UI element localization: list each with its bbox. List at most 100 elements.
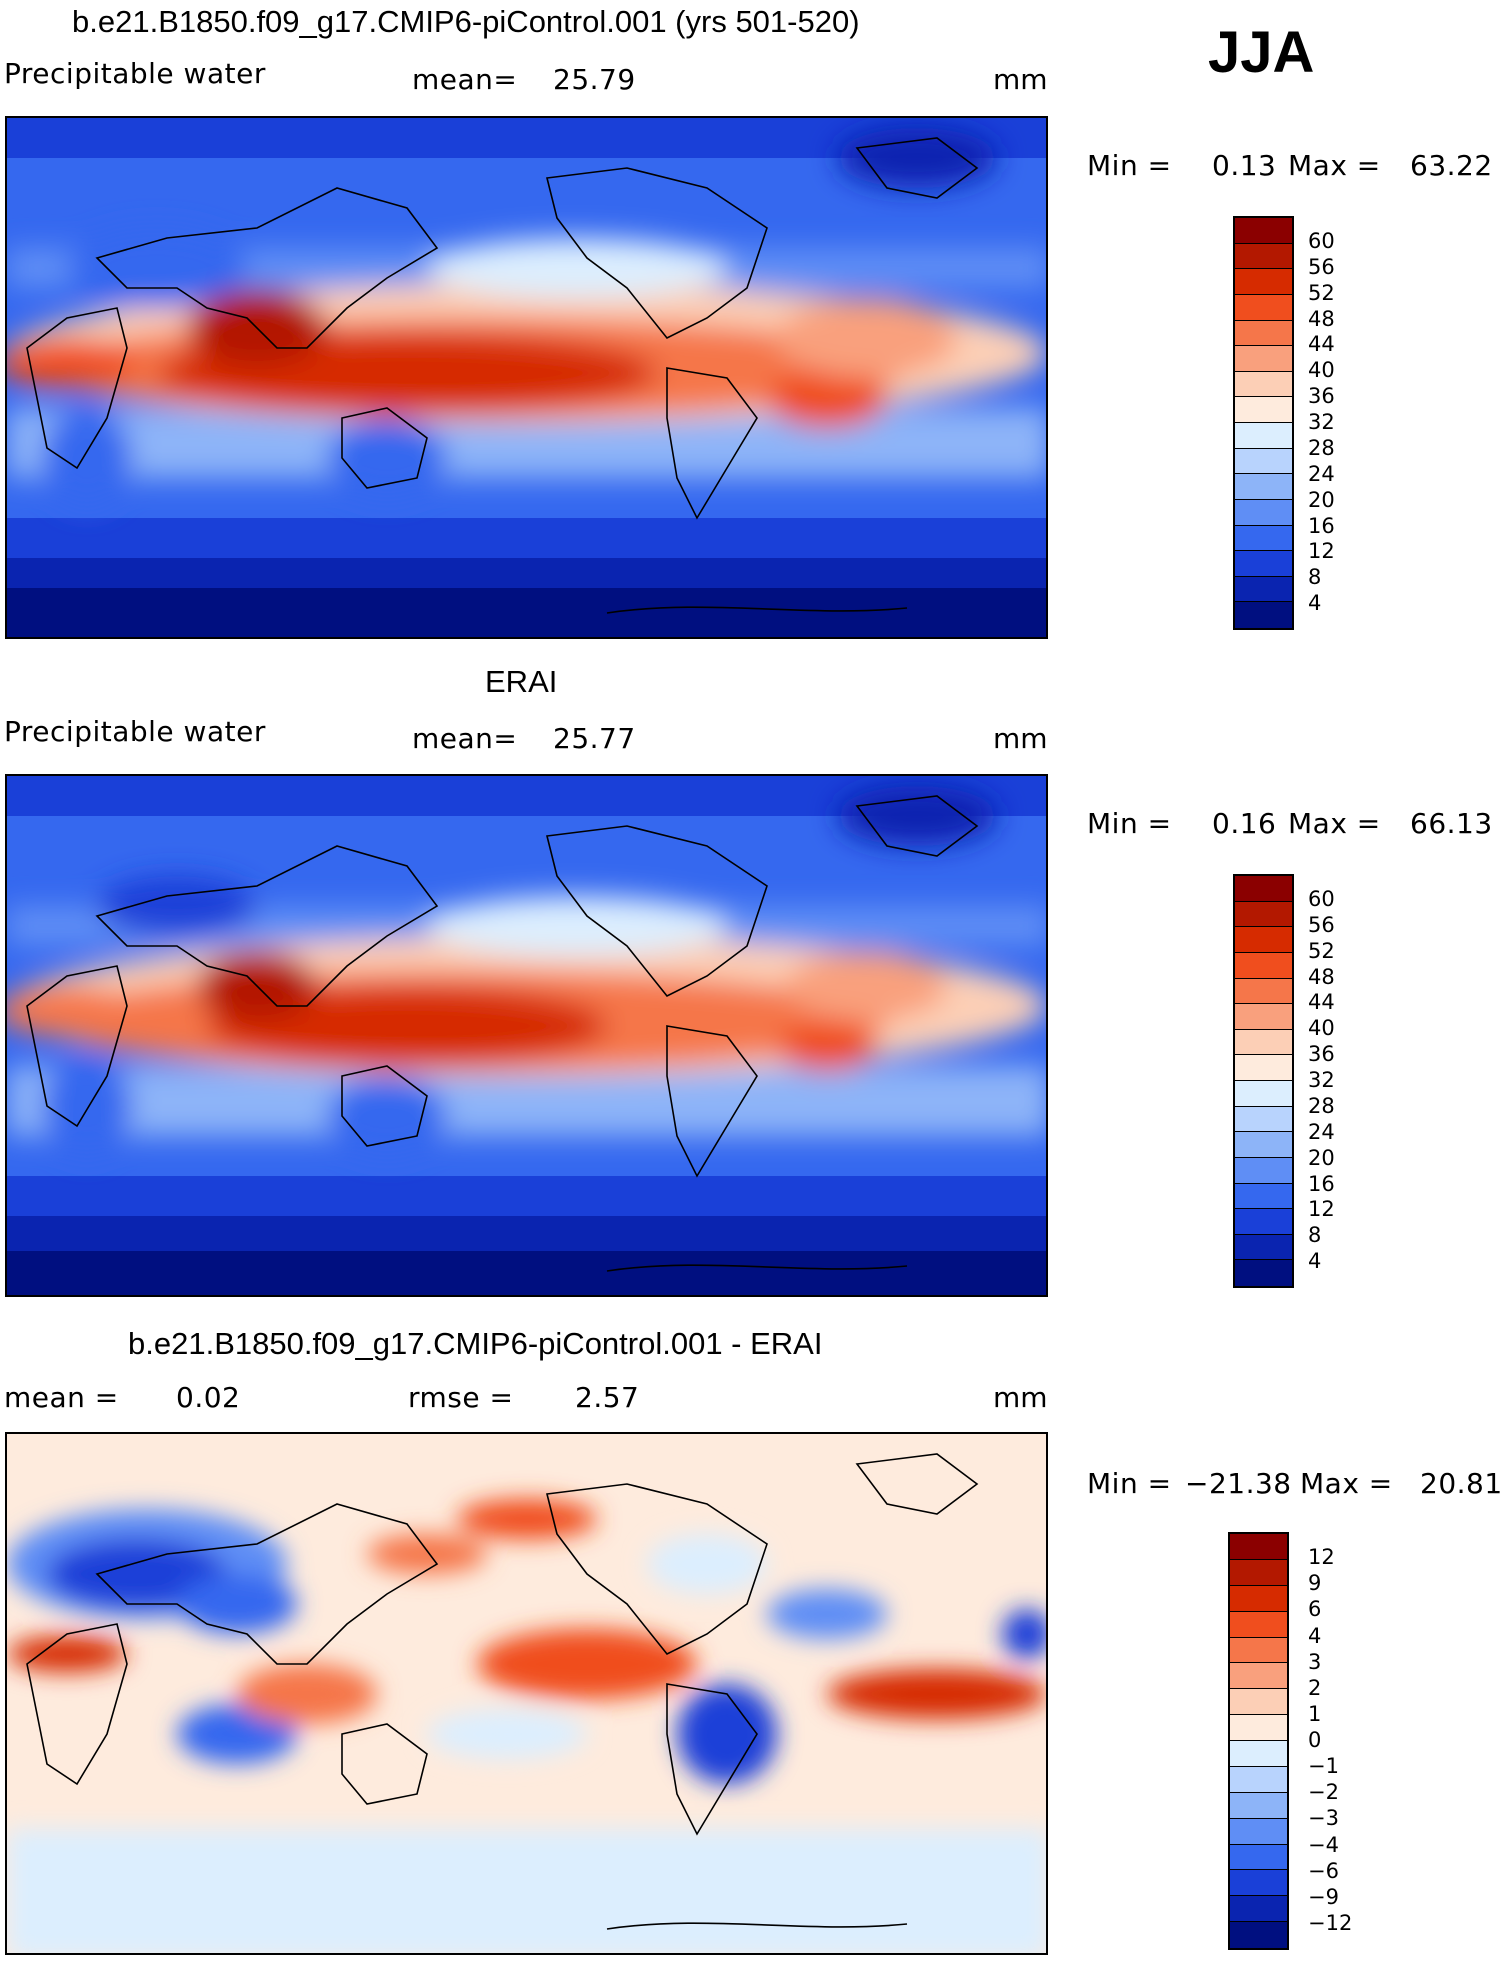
colorbar-swatch	[1235, 371, 1292, 398]
colorbar-swatch	[1230, 1715, 1287, 1741]
colorbar-tick-label: 12	[1308, 539, 1335, 564]
colorbar-swatch	[1230, 1922, 1287, 1948]
panel-2-max-value: 66.13	[1410, 807, 1493, 840]
colorbar-tick-label: 44	[1308, 332, 1335, 357]
colorbar-tick-label: −4	[1308, 1832, 1339, 1857]
panel-2-mean-label: mean=	[412, 722, 518, 755]
colorbar-swatch	[1230, 1870, 1287, 1897]
colorbar-tick-label: 52	[1308, 280, 1335, 305]
colorbar-swatch	[1235, 551, 1292, 577]
colorbar-swatch	[1235, 320, 1292, 347]
panel-3-title: b.e21.B1850.f09_g17.CMIP6-piControl.001 …	[128, 1326, 823, 1361]
colorbar-tick-label: −12	[1308, 1910, 1353, 1935]
colorbar-swatch	[1235, 474, 1292, 500]
colorbar-tick-label: 52	[1308, 938, 1335, 963]
panel-3-mean-value: 0.02	[176, 1381, 241, 1414]
colorbar-tick-label: 12	[1308, 1545, 1335, 1570]
panel-3-coastlines	[26, 1453, 979, 1930]
colorbar-swatch	[1235, 1132, 1292, 1158]
colorbar-tick-label: 6	[1308, 1597, 1322, 1622]
colorbar-tick-label: 56	[1308, 912, 1335, 937]
colorbar-swatch	[1235, 218, 1292, 244]
colorbar-tick-label: 40	[1308, 1016, 1335, 1041]
colorbar-tick-label: 20	[1308, 487, 1335, 512]
colorbar-tick-label: 8	[1308, 1223, 1322, 1248]
colorbar-swatch	[1235, 901, 1292, 928]
panel-2-title: ERAI	[485, 664, 558, 699]
panel-3-min-label: Min =	[1087, 1467, 1172, 1500]
panel-1-mean-label: mean=	[412, 63, 518, 96]
colorbar-tick-label: 4	[1308, 591, 1322, 616]
panel-3-units: mm	[993, 1381, 1048, 1414]
colorbar-tick-label: 60	[1308, 886, 1335, 911]
colorbar-swatch	[1230, 1792, 1287, 1819]
colorbar-swatch	[1235, 397, 1292, 423]
colorbar-tick-label: 32	[1308, 410, 1335, 434]
panel-2-max-label: Max =	[1288, 807, 1381, 840]
panel-1-units: mm	[993, 63, 1048, 96]
colorbar-swatch	[1235, 1209, 1292, 1235]
colorbar-swatch	[1230, 1534, 1287, 1560]
colorbar-tick-label: 2	[1308, 1675, 1322, 1700]
colorbar-swatch	[1235, 525, 1292, 552]
colorbar-tick-label: 40	[1308, 358, 1335, 383]
colorbar-tick-label: 24	[1308, 1119, 1335, 1144]
panel-1-mean-value: 25.79	[553, 63, 636, 96]
panel-3-map	[5, 1432, 1048, 1955]
colorbar-swatch	[1235, 294, 1292, 321]
panel-2-variable-label: Precipitable water	[4, 715, 266, 748]
colorbar-swatch	[1230, 1663, 1287, 1690]
colorbar-swatch	[1235, 1234, 1292, 1261]
panel-1-title: b.e21.B1850.f09_g17.CMIP6-piControl.001 …	[72, 4, 860, 39]
panel-1-min-label: Min =	[1087, 149, 1172, 182]
colorbar-swatch	[1230, 1818, 1287, 1845]
panel-1-map-svg	[7, 118, 1046, 637]
colorbar-swatch	[1235, 1106, 1292, 1133]
panel-2-colorbar	[1233, 874, 1294, 1288]
colorbar-tick-label: 12	[1308, 1197, 1335, 1222]
panel-2-min-value: 0.16	[1212, 807, 1277, 840]
colorbar-swatch	[1230, 1637, 1287, 1664]
colorbar-tick-label: 28	[1308, 1093, 1335, 1118]
colorbar-tick-label: 3	[1308, 1649, 1322, 1674]
colorbar-tick-label: 16	[1308, 513, 1335, 538]
panel-3-max-label: Max =	[1300, 1467, 1393, 1500]
panel-2-coastlines	[26, 795, 979, 1272]
colorbar-tick-label: 36	[1308, 384, 1335, 409]
colorbar-swatch	[1235, 269, 1292, 295]
colorbar-tick-label: 24	[1308, 461, 1335, 486]
colorbar-swatch	[1230, 1585, 1287, 1612]
panel-2-mean-value: 25.77	[553, 722, 636, 755]
colorbar-tick-label: −1	[1308, 1754, 1339, 1779]
colorbar-swatch	[1235, 927, 1292, 953]
colorbar-swatch	[1230, 1559, 1287, 1586]
colorbar-swatch	[1235, 1029, 1292, 1056]
colorbar-swatch	[1235, 1260, 1292, 1286]
colorbar-swatch	[1230, 1689, 1287, 1716]
colorbar-swatch	[1235, 448, 1292, 475]
panel-3-mean-label: mean =	[4, 1381, 119, 1414]
colorbar-tick-label: 1	[1308, 1701, 1322, 1726]
panel-1-map	[5, 116, 1048, 639]
colorbar-tick-label: 16	[1308, 1171, 1335, 1196]
panel-1-max-label: Max =	[1288, 149, 1381, 182]
colorbar-tick-label: 28	[1308, 435, 1335, 460]
colorbar-swatch	[1230, 1844, 1287, 1871]
colorbar-swatch	[1235, 423, 1292, 449]
colorbar-tick-label: 44	[1308, 990, 1335, 1015]
colorbar-swatch	[1235, 1157, 1292, 1184]
colorbar-swatch	[1235, 602, 1292, 628]
colorbar-tick-label: −2	[1308, 1780, 1339, 1805]
colorbar-swatch	[1235, 1081, 1292, 1107]
colorbar-tick-label: −9	[1308, 1884, 1339, 1909]
colorbar-swatch	[1235, 243, 1292, 270]
panel-2-map	[5, 774, 1048, 1297]
panel-1-variable-label: Precipitable water	[4, 57, 266, 90]
colorbar-swatch	[1235, 952, 1292, 979]
panel-2-units: mm	[993, 722, 1048, 755]
colorbar-tick-label: 48	[1308, 964, 1335, 989]
colorbar-swatch	[1235, 1004, 1292, 1030]
colorbar-swatch	[1235, 978, 1292, 1005]
colorbar-tick-label: 20	[1308, 1145, 1335, 1170]
colorbar-swatch	[1235, 1055, 1292, 1081]
